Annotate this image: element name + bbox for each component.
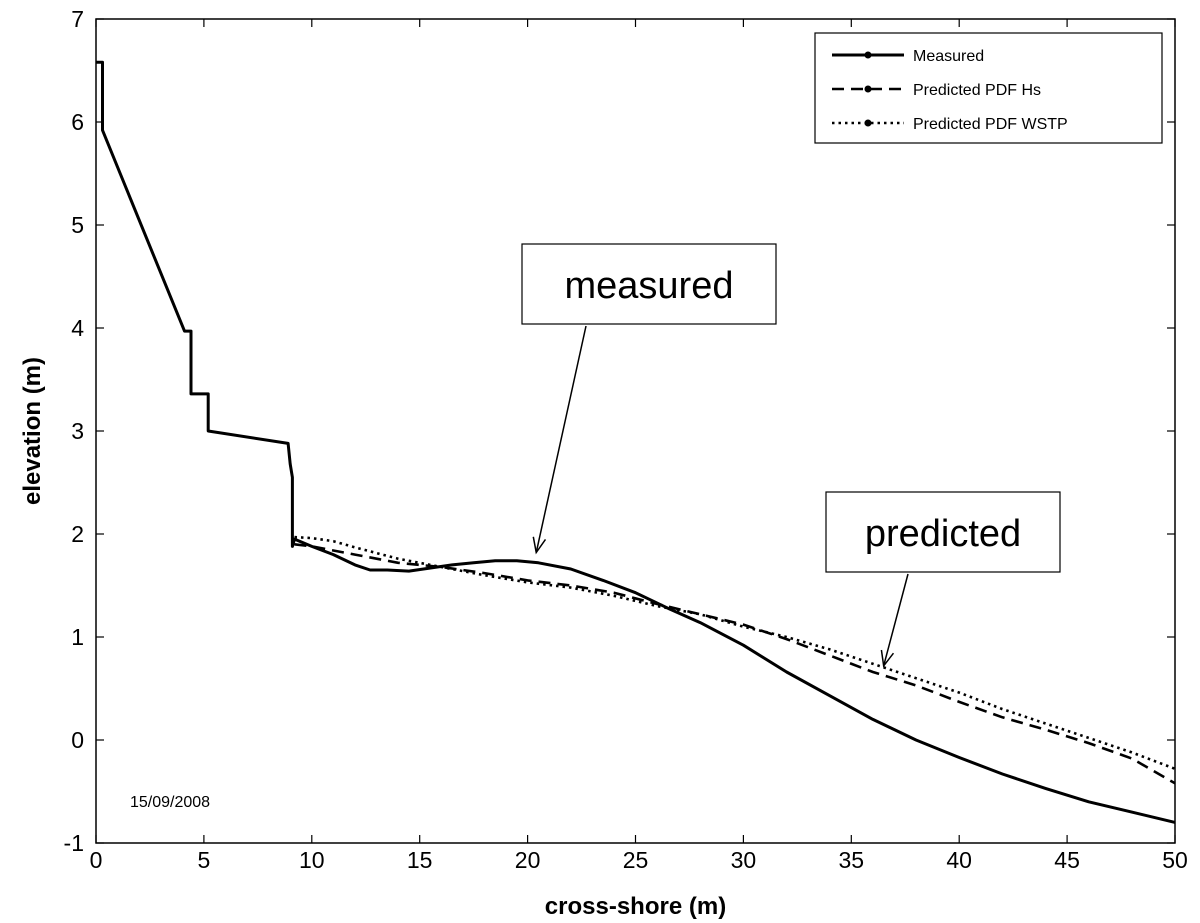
date-label: 15/09/2008 <box>130 794 210 811</box>
annotation-predicted-label: predicted <box>865 513 1021 555</box>
x-tick-label: 15 <box>407 847 433 873</box>
annotation-measured-arrow <box>535 325 587 553</box>
y-tick-label: 7 <box>71 6 84 32</box>
y-tick-label: 4 <box>71 315 84 341</box>
y-tick-label: -1 <box>64 830 84 856</box>
legend-marker-3 <box>864 119 872 127</box>
x-tick-label: 20 <box>515 847 541 873</box>
legend-marker-2 <box>864 85 872 93</box>
annotation-predicted-box <box>825 491 1061 573</box>
y-tick-label: 1 <box>71 624 84 650</box>
annotation-predicted-arrow <box>882 573 909 667</box>
x-tick-label: 45 <box>1054 847 1080 873</box>
x-tick-label: 0 <box>90 847 103 873</box>
legend-label-1: Measured <box>913 48 984 65</box>
series-line-1 <box>96 60 1176 824</box>
series-group <box>96 60 1176 824</box>
y-tick-label: 6 <box>71 109 84 135</box>
y-tick-label: 2 <box>71 521 84 547</box>
annotation-predicted: predicted <box>825 491 1061 668</box>
legend: Measured Predicted PDF Hs Predicted PDF WS… <box>814 32 1163 144</box>
annotation-measured-box <box>521 243 777 325</box>
annotation-measured-label: measured <box>565 265 734 307</box>
series-line-3 <box>294 535 1176 771</box>
x-tick-label: 30 <box>731 847 757 873</box>
legend-label-2: Predicted PDF Hs <box>913 82 1041 99</box>
annotation-predicted-arrowhead <box>880 649 895 668</box>
annotation-measured-arrowhead <box>532 536 547 555</box>
y-axis-label: elevation (m) <box>19 357 46 505</box>
x-tick-label: 50 <box>1162 847 1188 873</box>
legend-marker-1 <box>864 51 872 59</box>
y-tick-label: 0 <box>71 727 84 753</box>
x-tick-label: 40 <box>946 847 972 873</box>
y-tick-label: 3 <box>71 418 84 444</box>
x-tick-label: 25 <box>623 847 649 873</box>
x-tick-label: 35 <box>839 847 865 873</box>
x-tick-label: 10 <box>299 847 325 873</box>
legend-label-3: Predicted PDF WSTP <box>913 116 1068 133</box>
x-axis-label: cross-shore (m) <box>545 893 726 920</box>
annotation-measured: measured <box>521 243 777 555</box>
x-tick-label: 5 <box>198 847 211 873</box>
y-tick-label: 5 <box>71 212 84 238</box>
